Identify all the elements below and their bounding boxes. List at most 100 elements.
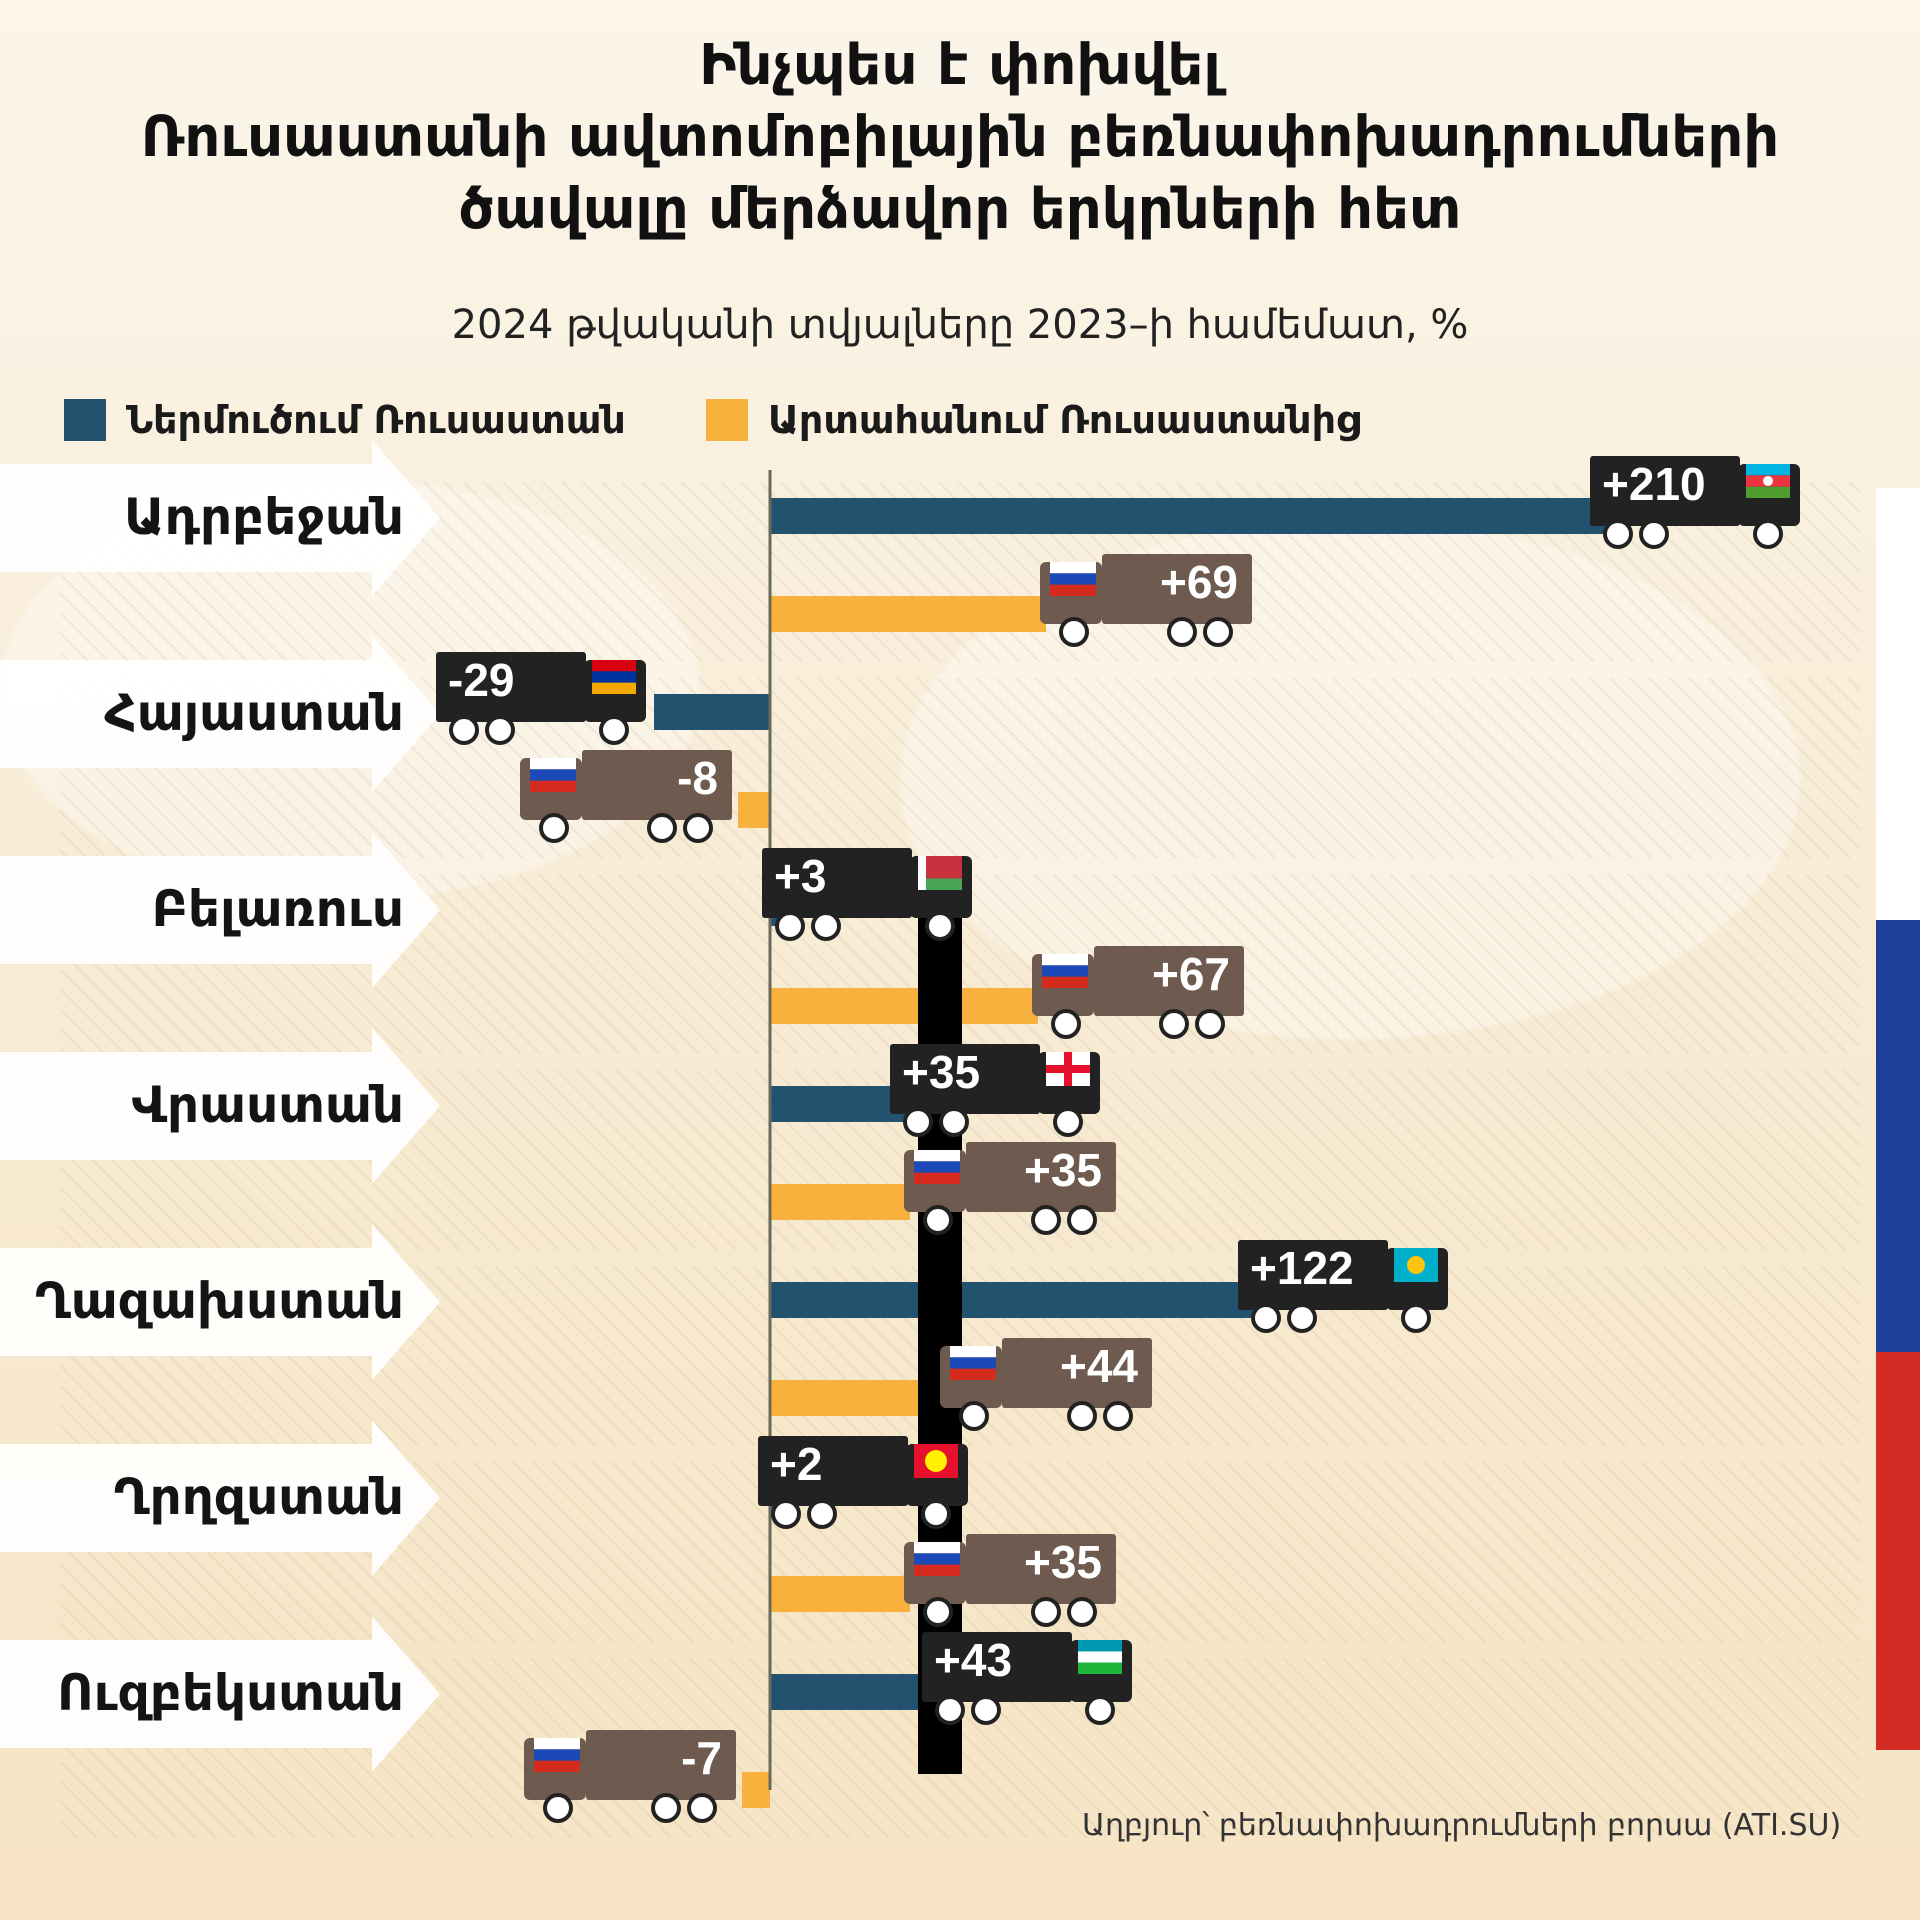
wheel: [687, 1793, 717, 1823]
russia-flag: [914, 1150, 960, 1184]
truck-body: [890, 1044, 1040, 1114]
export-bar: [770, 1184, 910, 1220]
wheel: [1085, 1695, 1115, 1725]
truck-value-label: +3: [774, 850, 826, 902]
legend-export-label: Արտահանում Ռուսաստանից: [768, 398, 1361, 442]
truck-value-label: +43: [934, 1634, 1012, 1686]
category-label: Ղրղզստան: [114, 1468, 404, 1526]
truck-body: [1238, 1240, 1388, 1310]
truck-export: +35: [904, 1534, 1116, 1627]
truck-import: +2: [758, 1436, 968, 1529]
wheel: [935, 1695, 965, 1725]
truck-import: +210: [1590, 456, 1800, 549]
kazakhstan-flag: [1394, 1248, 1438, 1282]
export-bar: [770, 1380, 946, 1416]
legend-export: Արտահանում Ռուսաստանից: [706, 398, 1360, 442]
import-bar: [770, 1282, 1258, 1318]
legend-import: Ներմուծում Ռուսաստան: [64, 398, 626, 442]
legend-import-label: Ներմուծում Ռուսաստան: [126, 398, 626, 442]
category-arrow: [0, 1616, 440, 1772]
azerbaijan-flag: [1746, 464, 1790, 498]
wheel: [1067, 1401, 1097, 1431]
truck-export: -7: [524, 1730, 736, 1823]
wheel: [1753, 519, 1783, 549]
category-label: Ղազախստան: [35, 1272, 404, 1330]
truck-value-label: -29: [448, 654, 514, 706]
truck-value-label: +35: [1024, 1536, 1102, 1588]
export-bar: [742, 1772, 770, 1808]
export-bar: [738, 792, 770, 828]
wheel: [1203, 617, 1233, 647]
kyrgyzstan-flag: [914, 1444, 958, 1478]
category-arrow: [0, 832, 440, 988]
truck-value-label: +67: [1152, 948, 1230, 1000]
wheel: [771, 1499, 801, 1529]
truck-body: [922, 1632, 1072, 1702]
wheel: [1287, 1303, 1317, 1333]
truck-body: [1094, 946, 1244, 1016]
import-bar: [770, 498, 1610, 534]
wheel: [1103, 1401, 1133, 1431]
wheel: [1603, 519, 1633, 549]
russia-flag-stripe-blue: [1876, 920, 1920, 1352]
armenia-flag: [592, 660, 636, 694]
truck-body: [762, 848, 912, 918]
truck-value-label: +2: [770, 1438, 822, 1490]
wheel: [921, 1499, 951, 1529]
wheel: [1251, 1303, 1281, 1333]
georgia-flag: [1046, 1052, 1090, 1086]
russia-flag: [914, 1542, 960, 1576]
chart-subtitle: 2024 թվականի տվյալները 2023–ի համեմատ, %: [451, 302, 1469, 348]
wheel: [1059, 617, 1089, 647]
truck-import: +35: [890, 1044, 1100, 1137]
truck-value-label: +35: [1024, 1144, 1102, 1196]
category-arrow: [0, 440, 440, 596]
truck-body: [436, 652, 586, 722]
wheel: [903, 1107, 933, 1137]
russia-flag-stripe-red: [1876, 1352, 1920, 1750]
truck-value-label: -7: [681, 1732, 722, 1784]
truck-import: +43: [922, 1632, 1132, 1725]
wheel: [1067, 1597, 1097, 1627]
wheel: [959, 1401, 989, 1431]
truck-export: +35: [904, 1142, 1116, 1235]
title-line: ծավալը մերձավոր երկրների հետ: [458, 177, 1462, 242]
wheel: [683, 813, 713, 843]
wheel: [925, 911, 955, 941]
truck-body: [1102, 554, 1252, 624]
wheel: [599, 715, 629, 745]
wheel: [1053, 1107, 1083, 1137]
export-bar: [770, 596, 1046, 632]
wheel: [1167, 617, 1197, 647]
uzbekistan-flag: [1078, 1640, 1122, 1674]
truck-value-label: +122: [1250, 1242, 1354, 1294]
wheel: [971, 1695, 1001, 1725]
source-note: Աղբյուր՝ բեռնափոխադրումների բորսա (ATI.S…: [1082, 1808, 1842, 1843]
wheel: [1031, 1597, 1061, 1627]
russia-flag: [1050, 562, 1096, 596]
russia-flag: [530, 758, 576, 792]
wheel: [1401, 1303, 1431, 1333]
wheel: [1195, 1009, 1225, 1039]
wheel: [939, 1107, 969, 1137]
category-label: Ադրբեջան: [124, 488, 404, 546]
legend-export-swatch: [706, 399, 748, 441]
truck-body: [1590, 456, 1740, 526]
wheel: [923, 1597, 953, 1627]
wheel: [449, 715, 479, 745]
category-label: Հայաստան: [104, 684, 404, 742]
wheel: [1067, 1205, 1097, 1235]
export-bar: [770, 1576, 910, 1612]
wheel: [811, 911, 841, 941]
truck-value-label: +69: [1160, 556, 1238, 608]
wheel: [775, 911, 805, 941]
truck-value-label: -8: [677, 752, 718, 804]
wheel: [1159, 1009, 1189, 1039]
wheel: [1639, 519, 1669, 549]
wheel: [647, 813, 677, 843]
russia-flag-stripe-white: [1876, 488, 1920, 920]
import-bar: [654, 694, 770, 730]
truck-value-label: +35: [902, 1046, 980, 1098]
truck-import: +122: [1238, 1240, 1448, 1333]
